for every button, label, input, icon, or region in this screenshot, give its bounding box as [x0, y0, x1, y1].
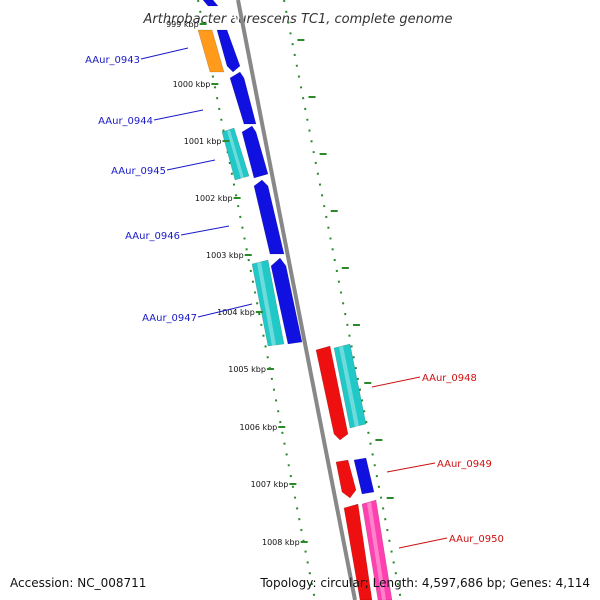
- scale-tick-label: 1004 kbp: [217, 308, 255, 317]
- gene-feature-highlight: [227, 130, 244, 179]
- accession-text: Accession: NC_008711: [10, 576, 147, 590]
- gene-leader-line: [166, 159, 216, 171]
- gene-label-right: AAur_0949: [437, 459, 492, 470]
- gene-feature-highlight: [367, 502, 386, 600]
- gene-leader-line: [398, 537, 448, 549]
- gene-feature-blue: [353, 457, 375, 495]
- scale-tick-label: 1008 kbp: [262, 538, 300, 547]
- gene-feature-pink: [361, 499, 393, 600]
- gene-feature-orange: [197, 29, 225, 73]
- gene-leader-line: [386, 462, 436, 473]
- gene-feature-red: [335, 459, 357, 499]
- gene-feature-red: [315, 345, 349, 441]
- gene-feature-blue: [202, 0, 219, 7]
- gene-feature-blue: [229, 71, 257, 125]
- scale-tick-label: 1005 kbp: [228, 365, 266, 374]
- gene-label-left: AAur_0947: [142, 313, 197, 324]
- scale-tick-label: 1002 kbp: [195, 194, 233, 203]
- gene-feature-highlight: [257, 262, 276, 346]
- gene-leader-line: [197, 303, 253, 318]
- scale-tick-label: 1001 kbp: [184, 137, 222, 146]
- gene-label-left: AAur_0944: [98, 116, 153, 127]
- genome-summary-text: Topology: circular; Length: 4,597,686 bp…: [260, 576, 590, 590]
- gene-feature-blue: [241, 125, 269, 179]
- gene-feature-cyan: [251, 259, 285, 347]
- gene-label-right: AAur_0948: [422, 373, 477, 384]
- genome-backbone: [236, 0, 357, 600]
- scale-tick-label: 1006 kbp: [240, 423, 278, 432]
- gene-label-left: AAur_0943: [85, 55, 140, 66]
- gene-leader-line: [140, 47, 189, 60]
- gene-leader-line: [371, 376, 421, 388]
- right-dotted-track: [283, 0, 402, 600]
- gene-labels: AAur_0943 AAur_0944 AAur_0945 AAur_0946 AAur…: [85, 47, 504, 549]
- scale-ticks: 999 kbp 1000 kbp 1001 kbp 1002 kbp 1003 kbp 1…: [166, 20, 394, 547]
- gene-leader-line: [180, 225, 230, 236]
- gene-feature-blue: [253, 179, 285, 255]
- gene-feature-highlight: [339, 346, 359, 427]
- gene-label-right: AAur_0950: [449, 534, 504, 545]
- gene-features: [197, 0, 393, 600]
- gene-feature-blue: [270, 257, 303, 345]
- gene-feature-blue: [216, 29, 241, 73]
- scale-tick-label: 999 kbp: [166, 20, 199, 29]
- gene-feature-red: [343, 503, 373, 600]
- gene-feature-cyan: [333, 343, 367, 429]
- gene-leader-line: [153, 109, 204, 121]
- scale-tick-label: 1007 kbp: [251, 480, 289, 489]
- gene-label-left: AAur_0946: [125, 231, 180, 242]
- map-title: Arthrobacter aurescens TC1, complete gen…: [143, 12, 453, 27]
- gene-label-left: AAur_0945: [111, 166, 166, 177]
- scale-tick-label: 1003 kbp: [206, 251, 244, 260]
- scale-tick-label: 1000 kbp: [173, 80, 211, 89]
